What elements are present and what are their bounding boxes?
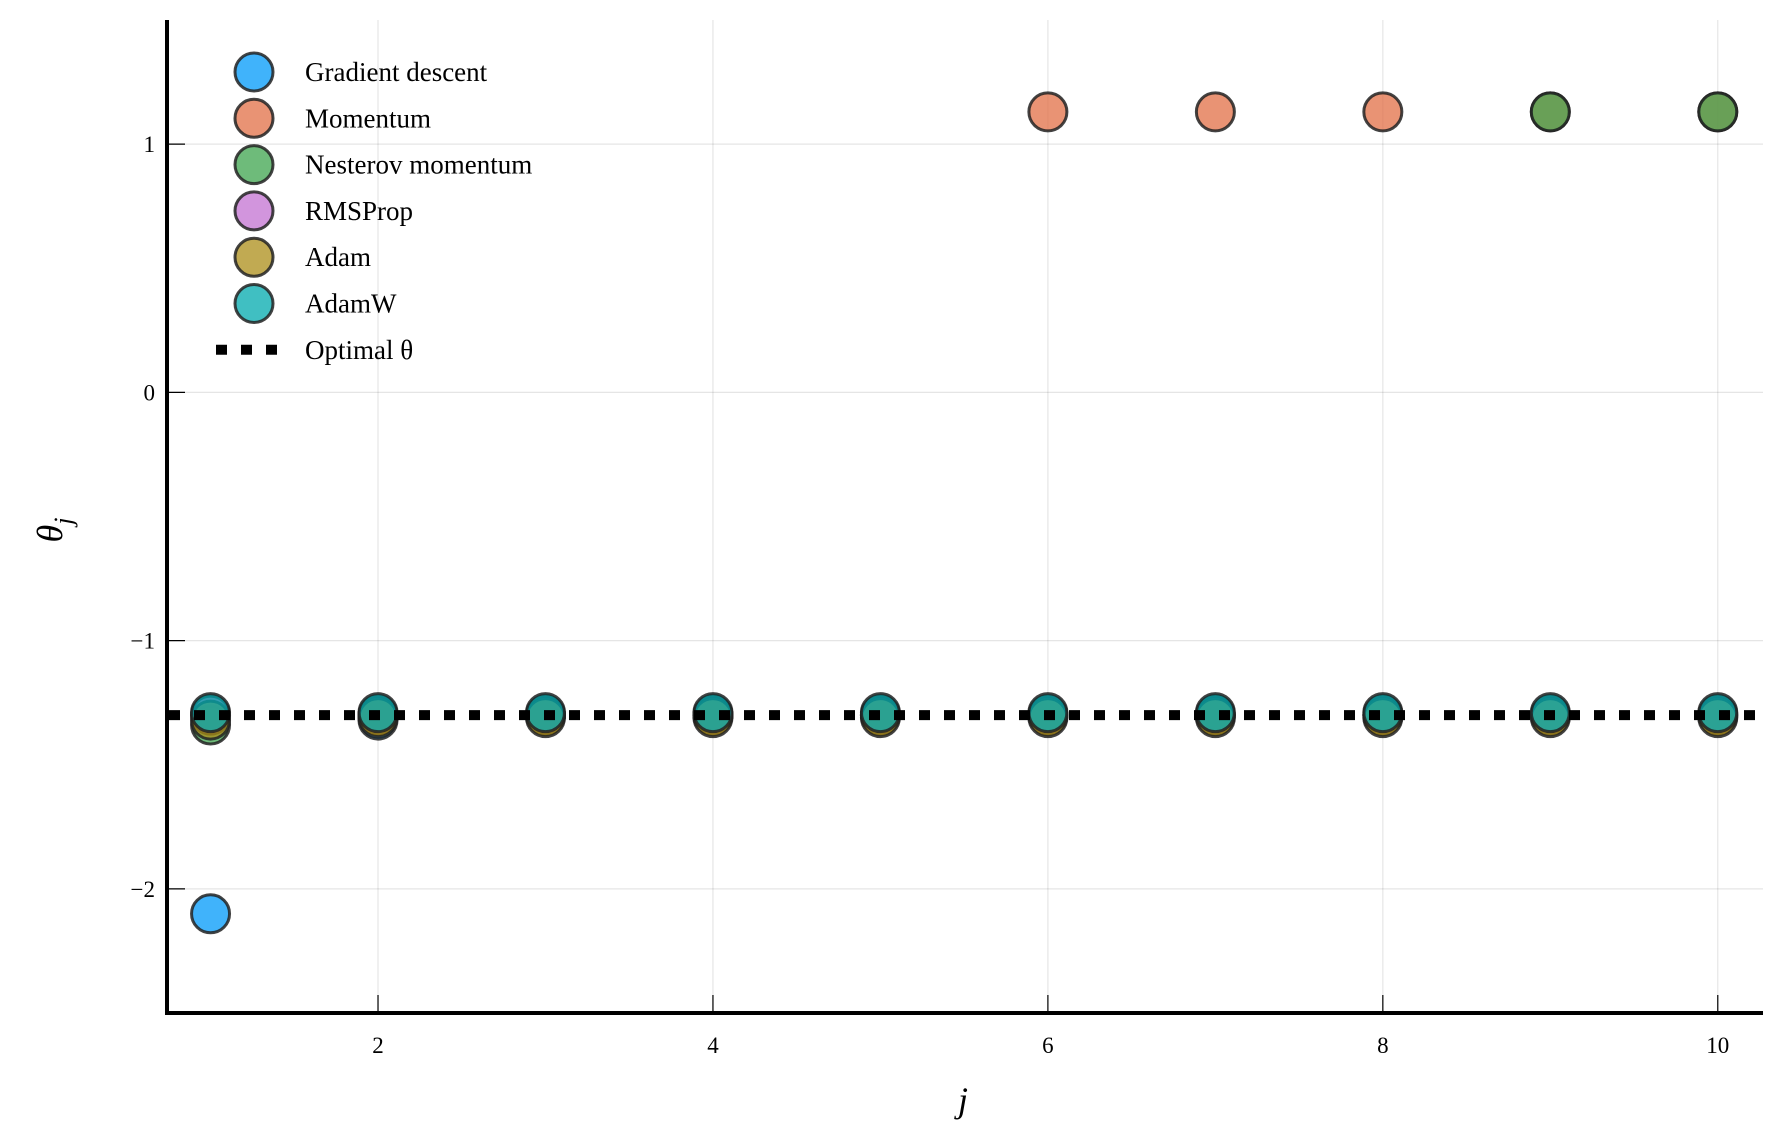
data-point — [692, 692, 734, 734]
legend-marker — [233, 190, 275, 232]
svg-text:θj: θj — [30, 518, 78, 543]
legend-label: AdamW — [305, 289, 397, 319]
legend-marker — [233, 283, 275, 324]
data-points — [169, 91, 1763, 935]
x-tick-label: 4 — [707, 1033, 719, 1058]
y-tick-label: 1 — [144, 132, 156, 157]
y-axis-label-subscript: j — [49, 518, 78, 528]
data-point — [1529, 91, 1571, 133]
y-tick-label: −2 — [131, 877, 155, 902]
data-point — [1027, 91, 1069, 133]
axes: 2 4 6 8 10 −2 −1 0 1 — [131, 20, 1763, 1058]
legend-marker — [233, 97, 275, 139]
legend-label: RMSProp — [305, 196, 413, 226]
y-axis-label: θj — [30, 518, 78, 543]
data-point — [859, 692, 901, 734]
x-tick-label: 2 — [372, 1033, 384, 1058]
legend-label: Adam — [305, 242, 371, 272]
legend-label: Momentum — [305, 103, 431, 133]
x-axis-label: j — [954, 1080, 968, 1120]
legend-label: Nesterov momentum — [305, 150, 532, 180]
data-point — [190, 893, 232, 935]
data-point — [1362, 91, 1404, 133]
y-tick-label: −1 — [131, 629, 155, 654]
x-tick-label: 8 — [1377, 1033, 1389, 1058]
legend: Gradient descent Momentum Nesterov momentu… — [216, 51, 532, 365]
legend-marker — [233, 51, 275, 93]
legend-marker — [233, 144, 275, 186]
legend-label: Optimal θ — [305, 335, 413, 365]
x-tick-label: 6 — [1042, 1033, 1054, 1058]
x-tick-label: 10 — [1706, 1033, 1729, 1058]
grid — [167, 20, 1763, 1013]
data-point — [1194, 91, 1236, 133]
data-point — [1697, 91, 1739, 133]
legend-label: Gradient descent — [305, 57, 488, 87]
y-tick-label: 0 — [144, 380, 156, 405]
legend-marker — [233, 236, 275, 278]
